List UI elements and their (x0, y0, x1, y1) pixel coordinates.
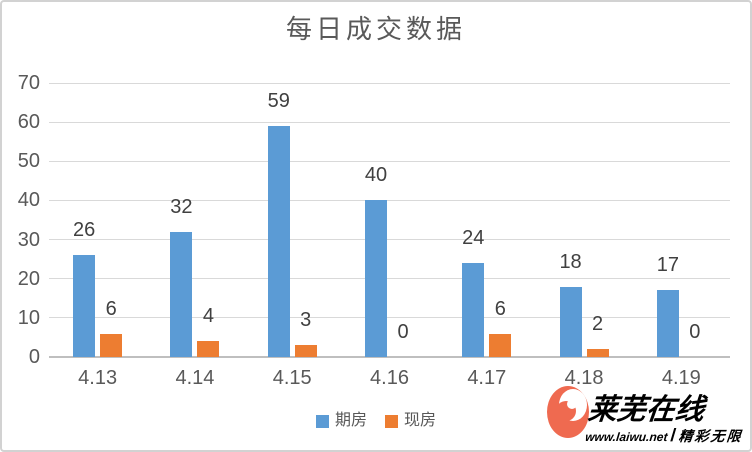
x-tick-label-4.14: 4.14 (175, 367, 215, 389)
y-tick-label-10: 10 (17, 306, 40, 329)
y-tick-label-40: 40 (17, 189, 40, 212)
bar-期房-4.17 (462, 263, 485, 357)
gridline-10 (49, 317, 730, 319)
legend-swatch-现房 (385, 414, 398, 428)
bar-期房-4.13 (73, 255, 96, 357)
bar-期房-4.18 (559, 287, 582, 357)
data-label-期房-4.13: 26 (73, 219, 96, 241)
plot-area: 26 6 4.13 32 4 4.14 59 3 4.15 40 0 4.16 24 6 4.17 18 2 4.… (49, 82, 730, 388)
bar-期房-4.14 (170, 232, 193, 357)
gridline-40 (49, 199, 730, 201)
x-tick-label-4.19: 4.19 (661, 367, 701, 389)
y-tick-label-30: 30 (17, 228, 40, 251)
y-tick-label-50: 50 (17, 150, 40, 173)
legend: 期房 现房 (2, 412, 750, 430)
bar-现房-4.14 (197, 341, 220, 357)
bar-现房-4.13 (100, 334, 123, 357)
gridline-50 (49, 160, 730, 162)
bar-现房-4.18 (586, 349, 609, 357)
data-label-期房-4.17: 24 (462, 227, 485, 249)
bar-现房-4.17 (489, 334, 512, 357)
data-label-现房-4.17: 6 (494, 298, 506, 320)
data-label-期房-4.15: 59 (267, 90, 290, 112)
y-tick-label-60: 60 (17, 111, 40, 134)
x-tick-label-4.13: 4.13 (78, 367, 118, 389)
y-axis: 0 10 20 30 40 50 60 70 (2, 73, 40, 367)
data-label-期房-4.19: 17 (656, 254, 679, 276)
legend-swatch-期房 (315, 414, 329, 428)
watermark-url: www.laiwu.net (584, 430, 668, 444)
bar-期房-4.15 (267, 126, 290, 357)
data-label-期房-4.14: 32 (170, 196, 193, 218)
data-label-期房-4.18: 18 (559, 251, 582, 273)
x-tick-label-4.17: 4.17 (467, 367, 507, 389)
data-label-现房-4.15: 3 (300, 309, 312, 331)
legend-item-现房: 现房 (385, 412, 436, 430)
data-label-现房-4.14: 4 (202, 305, 214, 327)
y-tick-label-70: 70 (17, 72, 40, 94)
gridline-30 (49, 239, 730, 241)
legend-label-期房: 期房 (334, 412, 367, 429)
bar-现房-4.15 (294, 345, 317, 357)
data-label-现房-4.19: 0 (689, 321, 701, 343)
x-tick-label-4.16: 4.16 (370, 367, 409, 389)
data-label-现房-4.16: 0 (397, 321, 409, 343)
gridline-70 (49, 82, 730, 84)
gridline-60 (49, 121, 730, 123)
data-label-现房-4.13: 6 (105, 298, 117, 320)
data-label-期房-4.16: 40 (364, 164, 388, 186)
bar-期房-4.16 (365, 200, 387, 357)
x-tick-label-4.15: 4.15 (272, 367, 312, 389)
y-tick-label-0: 0 (28, 346, 40, 368)
legend-label-现房: 现房 (404, 412, 437, 429)
data-label-现房-4.18: 2 (592, 313, 604, 335)
y-tick-label-20: 20 (17, 267, 40, 290)
x-tick-label-4.18: 4.18 (564, 367, 604, 389)
legend-item-期房: 期房 (315, 412, 367, 430)
chart-title: 每日成交数据 (285, 15, 466, 45)
bar-期房-4.19 (656, 290, 679, 357)
x-axis-line (49, 356, 730, 358)
gridline-20 (49, 278, 730, 280)
